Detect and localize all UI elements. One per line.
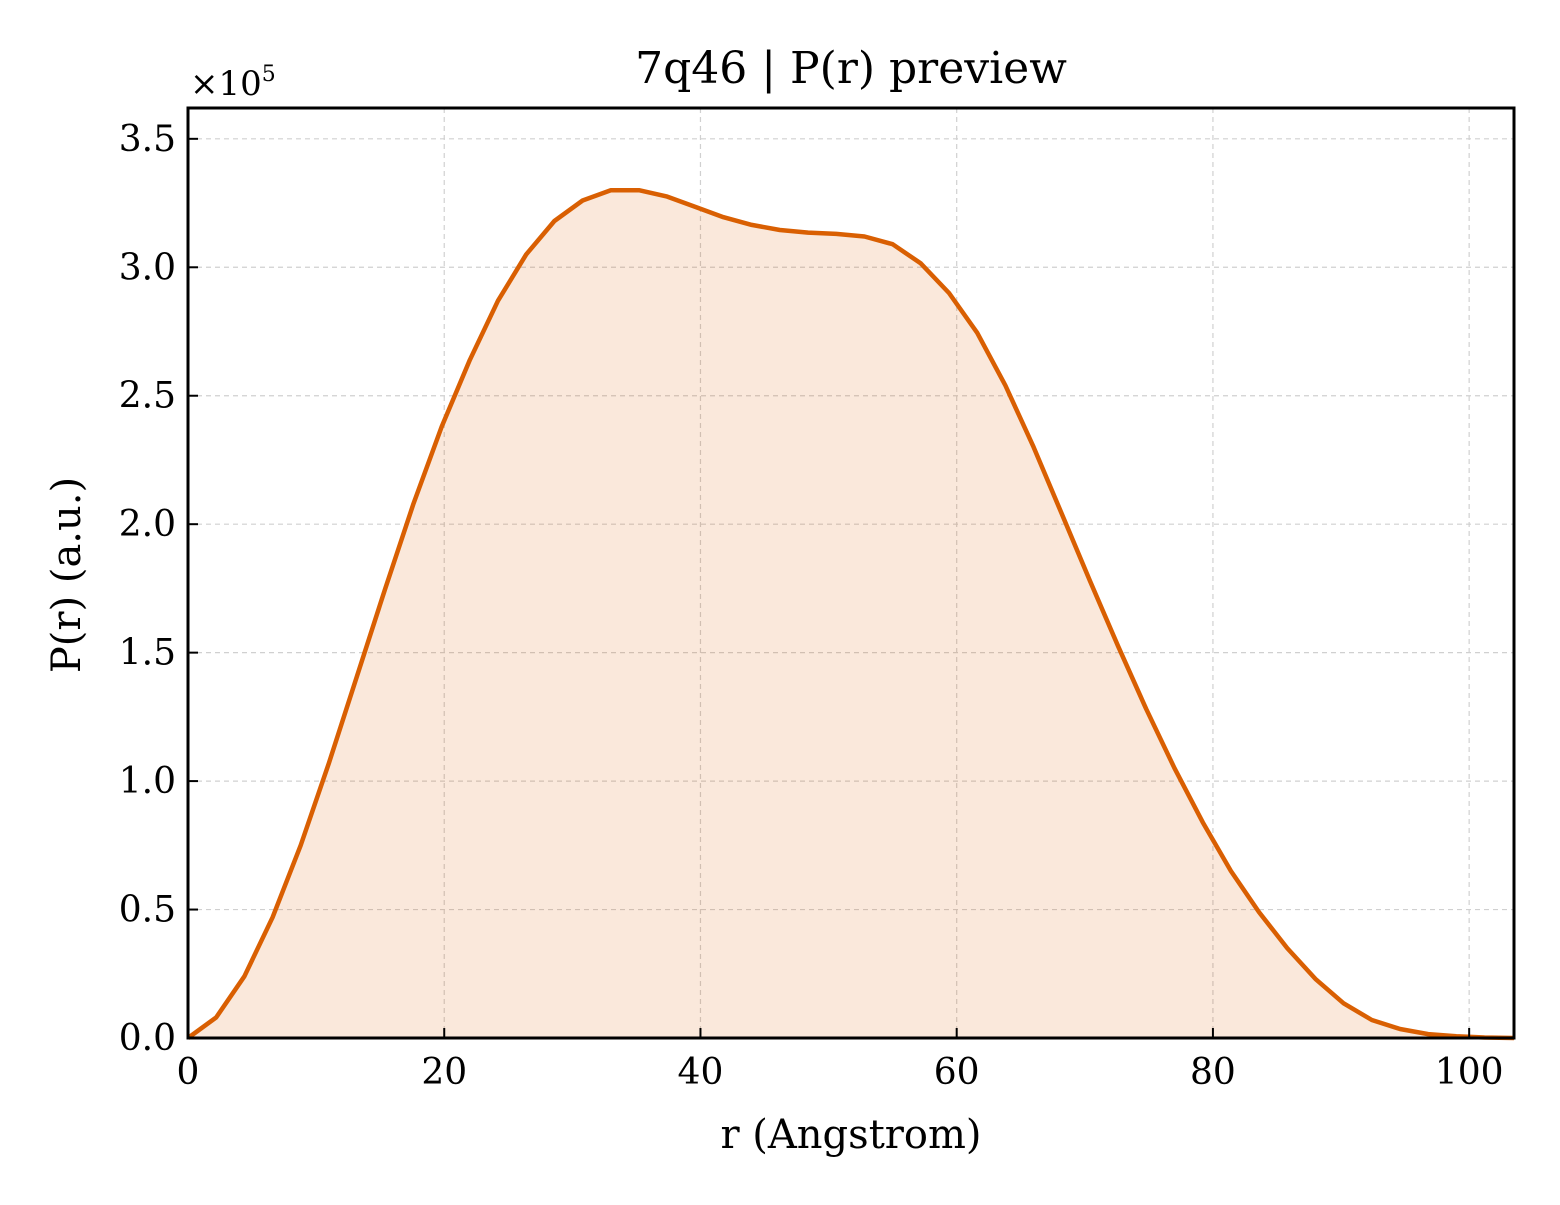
y-offset-base: ×10 — [190, 64, 262, 104]
x-tick-label: 20 — [421, 1052, 467, 1093]
y-tick-label: 2.5 — [119, 376, 176, 417]
x-tick-label: 0 — [177, 1052, 200, 1093]
y-tick-label: 0.5 — [119, 890, 176, 931]
pr-area-fill — [188, 190, 1514, 1038]
y-axis-label: P(r) (a.u.) — [44, 477, 90, 673]
x-axis-label: r (Angstrom) — [720, 1112, 981, 1158]
x-tick-label: 60 — [934, 1052, 980, 1093]
y-axis-offset-label: ×105 — [190, 62, 276, 104]
y-tick-label: 3.5 — [119, 119, 176, 160]
pr-series-line — [186, 187, 1515, 1041]
chart-title: 7q46 | P(r) preview — [635, 43, 1067, 94]
axis-ticks: 0 20 40 60 80 100 0.0 0.5 1.0 1.5 2.0 2.5 3.0 3.5 — [119, 119, 1504, 1093]
y-tick-label: 0.0 — [119, 1018, 176, 1059]
y-tick-label: 1.5 — [119, 633, 176, 674]
y-tick-label: 1.0 — [119, 761, 176, 802]
plot-frame — [186, 106, 1516, 1040]
x-tick-label: 100 — [1435, 1052, 1504, 1093]
y-offset-exponent: 5 — [262, 62, 276, 87]
x-tick-label: 80 — [1190, 1052, 1236, 1093]
x-tick-label: 40 — [678, 1052, 724, 1093]
y-tick-label: 3.0 — [119, 247, 176, 288]
y-tick-label: 2.0 — [119, 504, 176, 545]
